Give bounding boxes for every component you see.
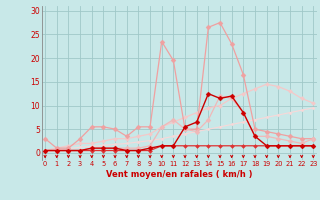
X-axis label: Vent moyen/en rafales ( km/h ): Vent moyen/en rafales ( km/h ) bbox=[106, 170, 252, 179]
